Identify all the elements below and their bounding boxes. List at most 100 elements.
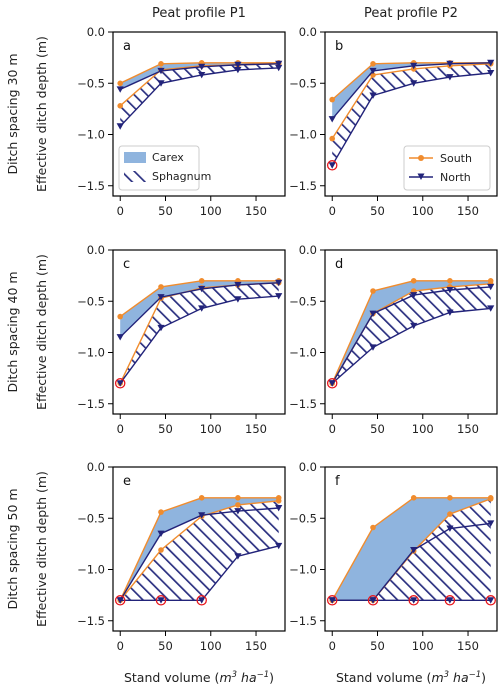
axes-frame-f xyxy=(324,466,498,632)
panel-d: 0 50 100 150 0.0 −0.5 −1.0 −1.5 d xyxy=(289,243,498,436)
x-tick-label-a: 50 xyxy=(158,204,173,218)
panel-b: 0 50 100 150 0.0 −0.5 −1.0 −1.5 b xyxy=(289,25,498,218)
north-carex-point-c xyxy=(157,294,165,301)
x-tick-label-d: 0 xyxy=(329,422,336,436)
y-axis-title-row2: Effective ditch depth (m) xyxy=(34,254,49,410)
north-sphagnum-point-d xyxy=(487,305,495,312)
north-carex-point-d xyxy=(446,287,454,294)
row-label-30m: Ditch spacing 30 m xyxy=(5,53,20,174)
north-sphagnum-point-e xyxy=(234,553,242,560)
x-tick-label-e: 50 xyxy=(158,639,173,653)
north-sphagnum-point-a xyxy=(234,66,242,74)
limit-marker-f xyxy=(485,595,496,606)
panel-letter-b: b xyxy=(335,39,343,54)
x-tick-label-b: 0 xyxy=(329,204,336,218)
south-sphagnum-point-a xyxy=(117,103,123,109)
sphagnum-band-c xyxy=(120,282,279,384)
south-carex-point-b xyxy=(329,96,336,103)
x-tick-label-b: 100 xyxy=(412,204,434,218)
legend-lines-frame xyxy=(403,145,491,191)
north-sphagnum-point-c xyxy=(275,293,283,300)
north-carex-point-b xyxy=(410,62,418,70)
south-carex-point-d xyxy=(370,288,376,294)
y-tick-label-d: −1.5 xyxy=(289,397,317,411)
axes-frame-e xyxy=(112,466,286,632)
panel-e: 0 50 100 150 0.0 −0.5 −1.0 −1.5 e xyxy=(77,460,286,653)
north-sphagnum-point-b xyxy=(369,92,377,99)
north-carex-point-d xyxy=(487,283,495,291)
south-carex-point-f xyxy=(410,495,417,501)
y-tick-label-e: −1.0 xyxy=(77,563,105,577)
y-tick-label-f: −1.0 xyxy=(289,563,317,577)
axes-frame-c xyxy=(112,249,286,415)
north-sphagnum-point-d xyxy=(410,322,418,330)
south-sphagnum-point-f xyxy=(487,496,494,502)
x-tick-label-a: 0 xyxy=(117,204,124,218)
y-tick-label-f: −0.5 xyxy=(289,511,317,525)
limit-marker-b xyxy=(326,160,338,171)
north-carex-point-c xyxy=(198,285,206,293)
south-carex-point-e xyxy=(235,495,241,501)
y-tick-label-b: −1.5 xyxy=(289,179,317,193)
north-sphagnum-point-a xyxy=(198,72,206,79)
y-axis-title-row1: Effective ditch depth (m) xyxy=(34,36,49,192)
north-sphagnum-point-b xyxy=(328,162,336,169)
panel-letter-c: c xyxy=(123,257,130,272)
axes-frame-d xyxy=(324,249,498,415)
north-sphagnum-point-d xyxy=(446,309,454,316)
x-tick-label-c: 0 xyxy=(117,422,124,436)
x-tick-label-b: 50 xyxy=(370,204,385,218)
north-carex-point-a xyxy=(234,61,242,69)
y-tick-label-f: 0.0 xyxy=(299,460,317,474)
limit-marker-d xyxy=(326,378,338,389)
north-carex-point-c xyxy=(116,334,124,341)
limit-marker-f xyxy=(408,595,419,606)
north-carex-point-a xyxy=(198,63,206,71)
north-carex-point-a xyxy=(275,60,283,68)
south-carex-point-f xyxy=(447,495,453,501)
legend-swatch-sphagnum xyxy=(124,171,146,182)
row-label-40m: Ditch spacing 40 m xyxy=(5,271,20,392)
north-carex-point-b xyxy=(328,116,336,123)
north-sphagnum-point-a xyxy=(275,64,283,72)
limit-marker-e xyxy=(114,595,126,606)
axes-frame-a xyxy=(112,31,286,197)
south-sphagnum-point-e xyxy=(235,502,241,508)
south-carex-point-c xyxy=(158,284,164,290)
y-tick-label-d: 0.0 xyxy=(299,243,317,257)
north-carex-point-c xyxy=(234,281,242,289)
north-sphagnum-point-a xyxy=(157,80,165,87)
y-tick-label-c: −1.5 xyxy=(77,397,105,411)
x-tick-label-b: 150 xyxy=(457,204,479,218)
north-sphagnum-point-c xyxy=(157,324,165,332)
north-sphagnum-point-a xyxy=(116,123,124,130)
sphagnum-band-b xyxy=(332,63,491,166)
x-axis-title-p1: Stand volume (m3 ha−1) xyxy=(124,670,274,685)
north-carex-point-c xyxy=(275,279,283,287)
carex-band-d xyxy=(332,280,491,384)
x-tick-label-f: 0 xyxy=(329,639,336,653)
panel-letter-a: a xyxy=(123,39,131,54)
y-tick-label-b: −1.0 xyxy=(289,128,317,142)
north-carex-point-f xyxy=(487,520,495,527)
north-carex-point-a xyxy=(157,67,165,75)
sphagnum-band-a xyxy=(120,63,279,127)
legend-label-north: North xyxy=(440,171,471,184)
limit-marker-f xyxy=(326,595,338,606)
x-tick-label-f: 150 xyxy=(457,639,479,653)
x-tick-label-e: 0 xyxy=(117,639,124,653)
south-carex-point-a xyxy=(117,80,123,87)
x-tick-label-e: 150 xyxy=(245,639,267,653)
sphagnum-band-d xyxy=(332,283,491,384)
legend-lines: South North xyxy=(403,145,491,191)
x-tick-label-d: 150 xyxy=(457,422,479,436)
y-axis-title-row3: Effective ditch depth (m) xyxy=(34,471,49,627)
y-tick-label-e: −0.5 xyxy=(77,511,105,525)
south-sphagnum-point-e xyxy=(158,547,164,553)
south-carex-point-a xyxy=(158,61,164,67)
south-sphagnum-point-b xyxy=(329,135,336,142)
north-carex-point-d xyxy=(369,310,377,317)
north-sphagnum-point-f xyxy=(446,597,454,604)
y-tick-label-a: −0.5 xyxy=(77,76,105,90)
